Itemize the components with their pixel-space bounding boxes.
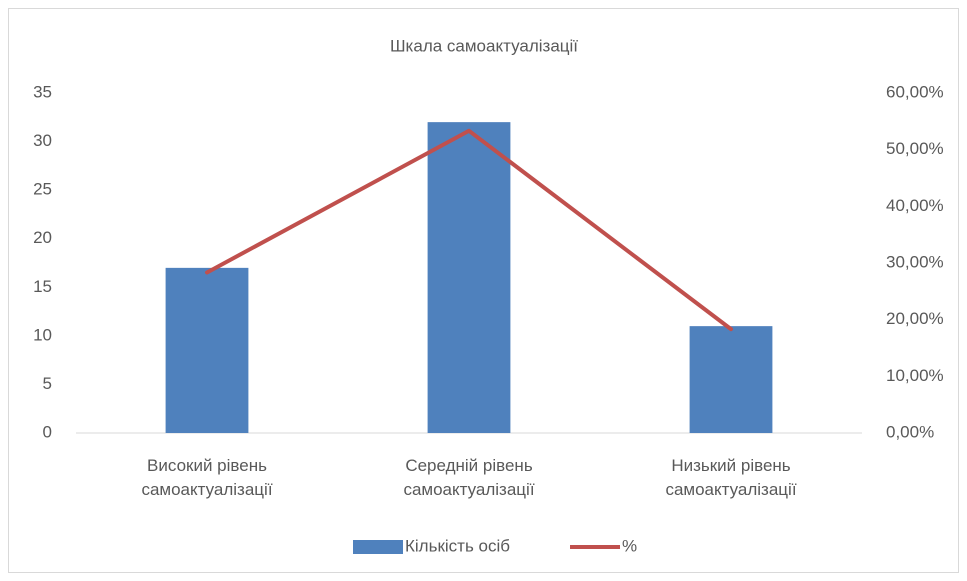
x-tick-label: Високий рівень самоактуалізації — [141, 456, 273, 499]
y-tick-label: 25 — [33, 180, 52, 199]
y2-tick-label: 40,00% — [886, 196, 944, 215]
legend-label: % — [622, 536, 637, 555]
x-tick-label: Середній рівень самоактуалізації — [403, 456, 535, 499]
y-tick-label: 0 — [43, 422, 52, 441]
y-tick-label: 20 — [33, 228, 52, 247]
y-tick-label: 5 — [43, 374, 52, 393]
legend-swatch — [353, 540, 403, 554]
bar — [689, 326, 773, 433]
bar — [427, 122, 511, 434]
y2-tick-label: 0,00% — [886, 422, 934, 441]
y-tick-label: 15 — [33, 277, 52, 296]
y2-tick-label: 20,00% — [886, 309, 944, 328]
y2-tick-label: 30,00% — [886, 252, 944, 271]
chart-title: Шкала самоактуалізації — [390, 36, 578, 55]
y-tick-label: 30 — [33, 131, 52, 150]
line — [205, 128, 733, 332]
y2-tick-label: 50,00% — [886, 139, 944, 158]
x-tick-label: Низький рівень самоактуалізації — [665, 456, 797, 499]
bar — [165, 267, 249, 433]
y-tick-label: 10 — [33, 325, 52, 344]
y2-tick-label: 60,00% — [886, 82, 944, 101]
y2-tick-label: 10,00% — [886, 366, 944, 385]
legend-label: Кількість осіб — [405, 536, 510, 555]
y-tick-label: 35 — [33, 82, 52, 101]
